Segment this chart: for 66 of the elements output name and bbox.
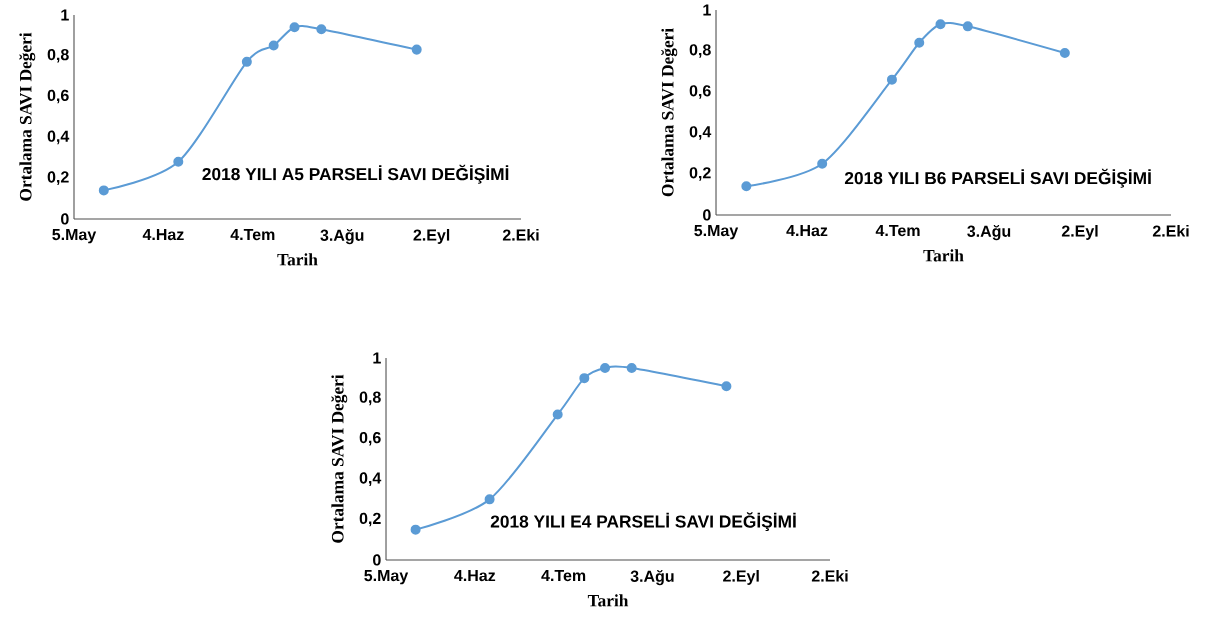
x-tick-label: 5.May [694,225,739,240]
y-tick-label: 0,8 [359,391,381,406]
x-tick-label: 4.Tem [230,229,275,241]
x-axis-title: Tarih [277,253,318,266]
point [411,44,422,55]
y-tick-label: 0,6 [689,85,711,99]
point [886,74,897,85]
point [935,19,946,30]
x-tick-label: 2.Eyl [723,570,759,585]
point [1059,48,1070,59]
point [626,363,637,374]
y-tick-label: 0,4 [689,126,712,140]
x-tick-label: 5.May [364,570,409,585]
point [268,40,279,51]
y-tick-label: 0,8 [689,44,711,58]
text: 2018 YILI B6 PARSELİ SAVI DEĞİŞİMİ [844,168,1151,188]
y-tick-label: 0,2 [689,167,711,181]
x-tick-label: 2.Eyl [1061,225,1098,240]
y-tick-label: 0 [61,213,69,225]
y-tick-label: 0,2 [47,171,69,185]
y-tick-label: 0,8 [47,48,69,63]
text: 2018 YILI A5 PARSELİ SAVI DEĞİŞİMİ [202,164,509,184]
point [914,37,925,48]
point [484,494,495,505]
y-tick-label: 0,6 [47,89,69,104]
x-tick-label: 3.Ağu [630,570,674,586]
point [552,409,563,420]
point [316,24,327,35]
point [600,363,611,374]
y-axis-title: Ortalama SAVI Değeri [331,374,348,543]
point [962,21,973,32]
x-tick-label: 2.Eyl [413,229,450,244]
x-tick-label: 2.Eki [502,229,539,241]
x-tick-label: 4.Haz [142,229,184,241]
point [410,524,421,535]
y-axis-title: Ortalama SAVI Değeri [19,32,36,201]
y-tick-label: 0,6 [359,431,381,446]
x-tick-label: 4.Tem [541,570,586,582]
point [817,158,828,169]
y-tick-label: 0,2 [359,512,381,527]
point [241,56,252,67]
point [721,381,732,392]
y-tick-label: 1 [373,352,381,364]
y-tick-label: 0 [373,554,381,566]
x-tick-label: 5.May [52,229,97,244]
y-tick-label: 0,4 [47,130,70,145]
point [173,156,184,167]
x-tick-label: 3.Ağu [967,225,1011,241]
point [98,185,109,196]
x-tick-label: 4.Tem [875,225,920,237]
x-tick-label: 4.Haz [454,570,496,582]
point [741,181,752,192]
point [289,22,300,33]
text: 2018 YILI E4 PARSELİ SAVI DEĞİŞİMİ [490,512,796,532]
x-axis-title: Tarih [587,594,629,607]
y-tick-label: 0,4 [359,472,382,486]
y-tick-label: 1 [703,4,711,16]
y-axis-title: Ortalama SAVI Değeri [661,28,678,197]
point [579,373,590,384]
x-tick-label: 2.Eki [1152,225,1189,237]
y-tick-label: 0 [703,209,711,221]
x-tick-label: 2.Eki [811,570,848,582]
x-tick-label: 4.Haz [786,225,828,237]
x-tick-label: 3.Ağu [320,229,364,245]
x-axis-title: Tarih [923,249,964,262]
y-tick-label: 1 [61,9,69,21]
